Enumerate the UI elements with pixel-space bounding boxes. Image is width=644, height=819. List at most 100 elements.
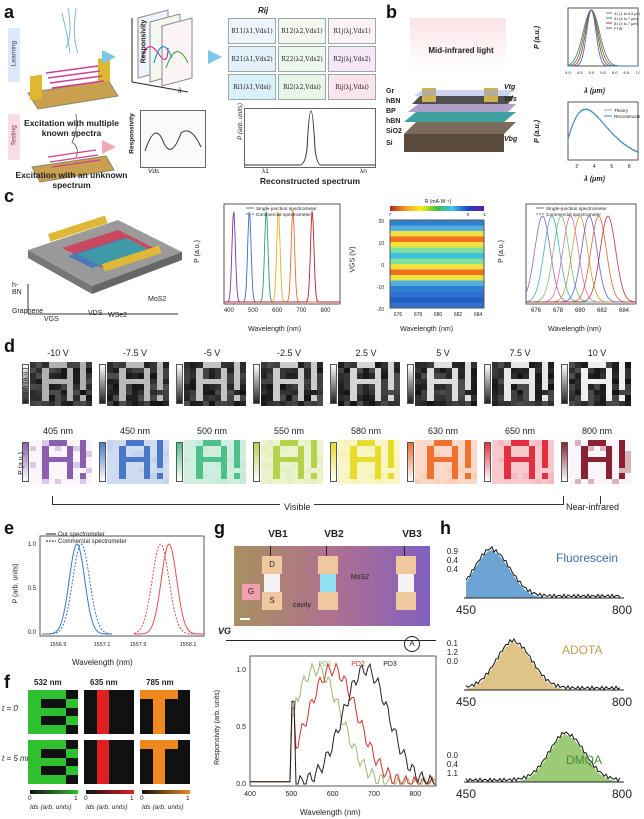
vb-label: VB2 bbox=[324, 529, 344, 540]
vb-label: VB1 bbox=[268, 529, 288, 540]
dye-coefficient: -0.1 bbox=[446, 639, 459, 648]
wavelength-image-row: 405 nm 450 nm 500 nm 550 nm 580 nm 630 nm 650 … bbox=[20, 426, 640, 496]
vds-label-b: Vds bbox=[504, 96, 517, 103]
panel-e-letter: e bbox=[4, 518, 15, 538]
vb-label: VB3 bbox=[402, 529, 422, 540]
f-wavelength-label: 785 nm bbox=[146, 678, 174, 687]
layer-label: SiO2 bbox=[386, 128, 402, 135]
f-colorbar bbox=[30, 790, 78, 794]
voltage-label: -10 V bbox=[47, 348, 69, 358]
heat-tick: -1 bbox=[482, 212, 486, 217]
recon-peak-line bbox=[526, 215, 637, 303]
plot-frame bbox=[525, 203, 637, 305]
gray-colorbar bbox=[484, 364, 491, 404]
source-pad bbox=[318, 592, 338, 610]
learn-caption: Excitation with multiple known spectra bbox=[24, 118, 119, 138]
series-line bbox=[250, 662, 436, 785]
gray-colorbar bbox=[253, 364, 260, 404]
recon-plot bbox=[244, 108, 376, 168]
g-xlabel: Wavelength (nm) bbox=[300, 808, 361, 817]
panel-c-letter: c bbox=[4, 186, 15, 206]
series-line bbox=[250, 662, 436, 785]
c-xlabel3: Wavelength (nm) bbox=[548, 326, 602, 333]
device-label: MoS2 bbox=[148, 296, 167, 303]
reconstructed-line bbox=[567, 109, 639, 153]
dye-line bbox=[465, 545, 621, 599]
color-colorbar bbox=[22, 442, 29, 482]
recon-ylabel: P (arb. units) bbox=[236, 103, 244, 140]
b-top-ylabel: P (a.u.) bbox=[534, 25, 542, 50]
mid-ir-light-beam bbox=[410, 18, 506, 70]
wavelength-label: 580 nm bbox=[350, 426, 382, 436]
heat-row bbox=[390, 236, 484, 243]
y-tick: 10 bbox=[378, 241, 384, 247]
voltage-image-row: -10 V -7.5 V -5 V -2.5 V 2.5 V 5 V 7.5 V 10 V bbox=[20, 348, 640, 418]
f-letter-image bbox=[28, 740, 78, 784]
x-tick: 1557.9 bbox=[130, 642, 147, 648]
plot-frame bbox=[223, 203, 341, 305]
x-tick: 600 bbox=[327, 791, 339, 798]
layer-label: Gr bbox=[386, 88, 395, 95]
dye-coefficient: 0.0 bbox=[447, 657, 459, 666]
x-tick: 500 bbox=[285, 791, 297, 798]
source-pad bbox=[396, 592, 416, 610]
y-tick: 0.5 bbox=[236, 724, 246, 731]
x-tick: 4.5 bbox=[577, 70, 583, 75]
legend-entry: Single-junction spectrometer bbox=[546, 206, 607, 212]
x-tick: 676 bbox=[531, 308, 542, 314]
commercial-spectrum-line bbox=[133, 543, 204, 635]
gray-colorbar bbox=[176, 364, 183, 404]
legend-entry: Commercial spectrometer bbox=[546, 212, 601, 218]
panel-d-letter: d bbox=[4, 336, 15, 356]
e-ylabel: P (arb. units) bbox=[12, 563, 20, 604]
legend-entry: 41 (4 to 7 μm) bbox=[614, 17, 638, 21]
gray-colorbar bbox=[407, 364, 414, 404]
x-tick: 800 bbox=[612, 695, 632, 709]
test-response-plot bbox=[140, 110, 206, 168]
c-ylabel3: P (a.u.) bbox=[497, 240, 505, 263]
voltage-label: 2.5 V bbox=[355, 348, 377, 358]
iph-label: Iph (a.u.) bbox=[22, 367, 30, 396]
matrix-cell: R12(λ2,Vds1) bbox=[278, 18, 326, 44]
panel-h-letter: h bbox=[440, 518, 451, 538]
heat-row bbox=[390, 247, 484, 254]
x-tick: 676 bbox=[394, 312, 403, 318]
wire bbox=[270, 546, 271, 556]
voltage-label: 5 V bbox=[436, 348, 450, 358]
heat-title: R (mA·W⁻¹) bbox=[425, 199, 452, 205]
y-tick: -10 bbox=[377, 285, 384, 291]
recon-peak-line bbox=[525, 215, 636, 303]
matrix-cell: R2j(λj,Vds2) bbox=[328, 46, 376, 72]
pixel-image bbox=[492, 440, 554, 484]
vbg-label: Vbg bbox=[504, 136, 518, 143]
legend-entry: Commercial spectrometer bbox=[256, 212, 311, 218]
plot-frame bbox=[567, 7, 639, 67]
x-tick: 500 bbox=[248, 308, 259, 314]
pixel-image bbox=[492, 362, 554, 406]
dye-coefficient: -0.4 bbox=[446, 556, 459, 565]
matrix-cell: R11(λ1,Vds1) bbox=[228, 18, 276, 44]
wavelength-label: 650 nm bbox=[504, 426, 536, 436]
color-colorbar bbox=[330, 442, 337, 482]
x-tick: 682 bbox=[597, 308, 608, 314]
series-label: PD1 bbox=[318, 661, 332, 668]
vtg-label: Vtg bbox=[504, 84, 516, 91]
plot-frame bbox=[39, 535, 205, 637]
dye-line bbox=[465, 638, 621, 691]
wavelength-label: 800 nm bbox=[581, 426, 613, 436]
lambda1-label: λ1 bbox=[262, 168, 269, 175]
y-tick: 20 bbox=[378, 219, 384, 225]
arrow-icon bbox=[208, 50, 222, 64]
g-ylabel: Responsivity (arb. units) bbox=[214, 689, 222, 766]
bp-device-stack bbox=[404, 88, 516, 152]
color-colorbar bbox=[99, 442, 106, 482]
legend-entry: 81 (4 to 7 μm) bbox=[614, 22, 638, 26]
legend-entry: Commercial spectrometer bbox=[58, 539, 127, 545]
x-tick: 684 bbox=[474, 312, 483, 318]
color-colorbar bbox=[561, 442, 568, 482]
heat-row bbox=[390, 242, 484, 248]
pixel-image bbox=[30, 440, 92, 484]
nir-tick bbox=[600, 496, 601, 504]
y-tick: 0.0 bbox=[28, 630, 37, 636]
